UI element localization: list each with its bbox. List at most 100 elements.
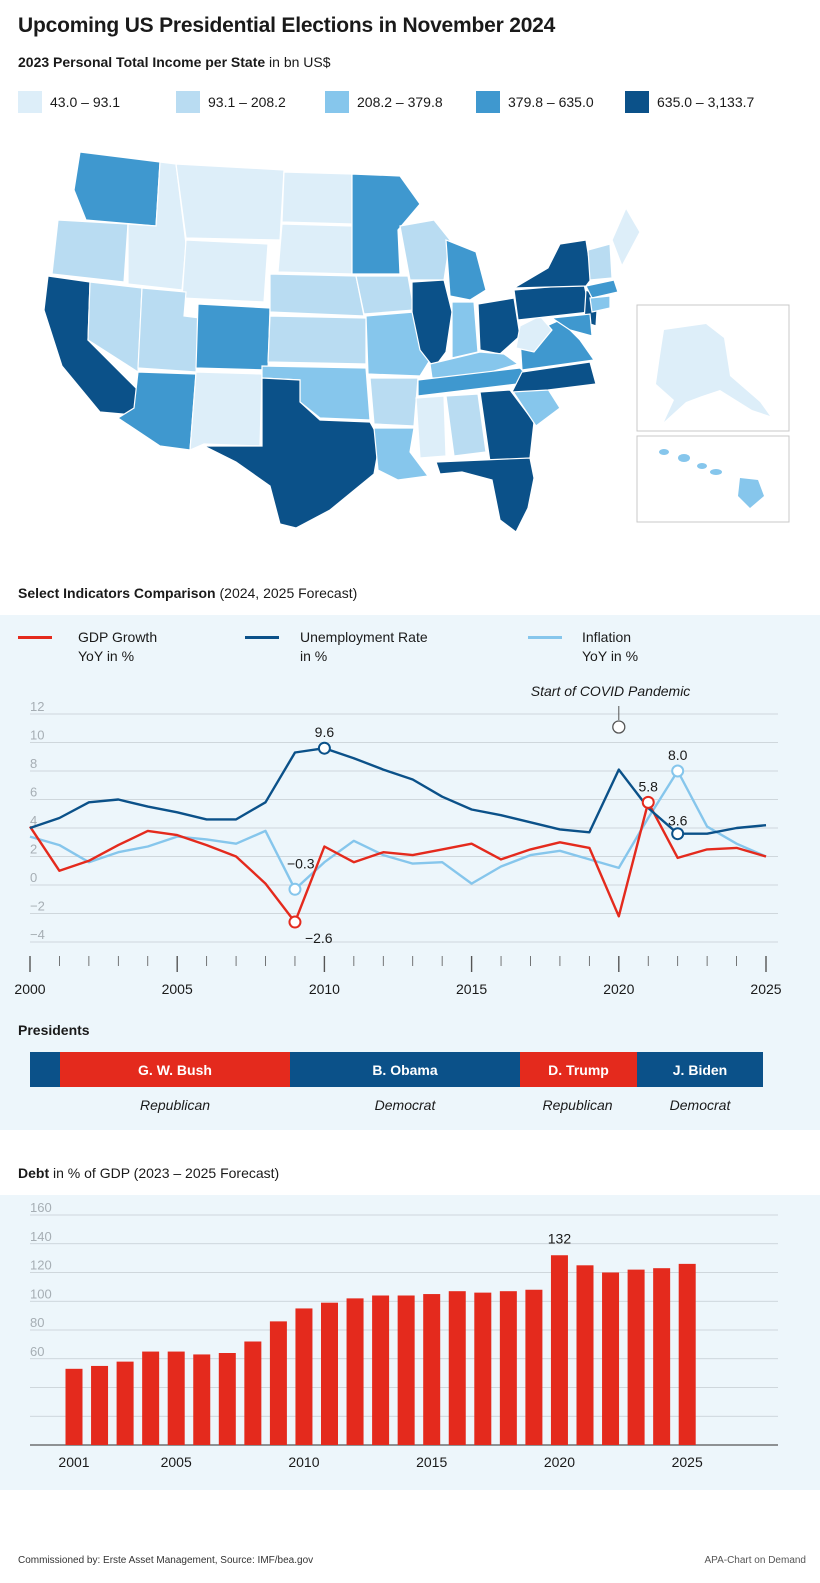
y-tick-label: 80 bbox=[30, 1315, 44, 1330]
state-florida bbox=[435, 457, 535, 533]
map-legend-item: 93.1 – 208.2 bbox=[176, 91, 286, 113]
state-arkansas bbox=[369, 377, 419, 427]
state-new-mexico bbox=[189, 371, 263, 451]
indicators-panel bbox=[0, 615, 820, 1130]
map-legend-item: 379.8 – 635.0 bbox=[476, 91, 594, 113]
y-tick-label: 10 bbox=[30, 728, 44, 743]
bar-2018 bbox=[499, 1291, 517, 1445]
legend-line2: YoY in % bbox=[582, 648, 639, 664]
marker-unemployment-2022-label: 3.6 bbox=[668, 813, 688, 829]
party-label: Democrat bbox=[374, 1097, 436, 1113]
state-missouri bbox=[365, 311, 431, 377]
state-nebraska bbox=[269, 273, 365, 317]
legend-line2: in % bbox=[300, 648, 328, 664]
x-tick-label: 2020 bbox=[544, 1454, 575, 1470]
state-hawaii bbox=[659, 449, 764, 508]
us-income-map bbox=[43, 151, 790, 533]
x-tick-label: 2025 bbox=[672, 1454, 703, 1470]
bar-2003 bbox=[116, 1361, 134, 1445]
y-tick-label: −4 bbox=[30, 927, 45, 942]
legend-swatch-unemployment bbox=[245, 636, 279, 639]
x-tick-label: 2025 bbox=[750, 981, 781, 997]
x-tick-label: 2015 bbox=[416, 1454, 447, 1470]
state-texas bbox=[203, 377, 381, 529]
legend-line1: Unemployment Rate bbox=[300, 629, 428, 645]
bar-2008 bbox=[244, 1341, 262, 1445]
state-indiana bbox=[451, 301, 479, 359]
state-ohio bbox=[477, 297, 521, 355]
map-subtitle-unit: in bn US$ bbox=[265, 54, 331, 70]
map-subtitle: 2023 Personal Total Income per State in … bbox=[18, 54, 331, 70]
state-washington bbox=[73, 151, 161, 227]
state-utah bbox=[137, 287, 201, 373]
marker-gdp-2009 bbox=[288, 915, 302, 929]
bar-2009 bbox=[269, 1321, 287, 1445]
state-south-dakota bbox=[277, 223, 353, 275]
bar-2022 bbox=[602, 1272, 620, 1445]
y-tick-label: 160 bbox=[30, 1200, 52, 1215]
y-tick-label: 4 bbox=[30, 813, 37, 828]
legend-swatch bbox=[176, 91, 200, 113]
bar-2016 bbox=[448, 1291, 466, 1445]
bar-2014 bbox=[397, 1295, 415, 1445]
president-bar-bush: G. W. Bush bbox=[60, 1052, 290, 1087]
president-bar-obama: B. Obama bbox=[290, 1052, 520, 1087]
bar-2017 bbox=[474, 1292, 492, 1445]
y-tick-label: 0 bbox=[30, 870, 37, 885]
legend-swatch bbox=[325, 91, 349, 113]
state-vermont-nh bbox=[587, 243, 613, 281]
indicators-line-chart: −4 −2 0 2 4 6 8 10 12 2000 2005 2010 2015 2020 2025 Sta… bbox=[14, 683, 781, 997]
bar-2019 bbox=[525, 1289, 543, 1445]
map-legend: 43.0 – 93.1 93.1 – 208.2 208.2 – 379.8 3… bbox=[18, 91, 808, 113]
state-kansas bbox=[267, 315, 367, 365]
y-tick-label: 60 bbox=[30, 1344, 44, 1359]
state-alabama bbox=[445, 393, 487, 457]
legend-label: 379.8 – 635.0 bbox=[508, 94, 594, 110]
gdp-growth-line bbox=[29, 801, 767, 924]
debt-heading-rest: in % of GDP (2023 – 2025 Forecast) bbox=[49, 1165, 280, 1181]
party-label: Republican bbox=[139, 1097, 211, 1113]
bar-2013 bbox=[372, 1295, 390, 1445]
president-bar-trump: D. Trump bbox=[520, 1052, 637, 1087]
legend-label: 635.0 – 3,133.7 bbox=[657, 94, 755, 110]
legend-gdp: GDP Growth YoY in % bbox=[78, 628, 157, 666]
footer-source: Commissioned by: Erste Asset Management,… bbox=[18, 1555, 314, 1566]
state-oregon bbox=[51, 219, 129, 283]
party-label: Republican bbox=[542, 1097, 613, 1113]
covid-annotation: Start of COVID Pandemic bbox=[531, 683, 691, 699]
y-tick-label: −2 bbox=[30, 899, 45, 914]
marker-gdp-2009-label: −2.6 bbox=[305, 930, 333, 946]
legend-line1: Inflation bbox=[582, 629, 632, 645]
legend-label: 93.1 – 208.2 bbox=[208, 94, 286, 110]
hawaii-inset-frame bbox=[636, 435, 790, 523]
legend-swatch bbox=[625, 91, 649, 113]
state-maine bbox=[611, 206, 641, 268]
x-tick-label: 2005 bbox=[161, 1454, 192, 1470]
x-tick-label: 2010 bbox=[288, 1454, 319, 1470]
x-tick-label: 2001 bbox=[58, 1454, 89, 1470]
state-montana bbox=[175, 163, 285, 241]
marker-inflation-2022 bbox=[671, 764, 685, 778]
bar-2020 bbox=[550, 1255, 568, 1445]
indicators-heading-rest: (2024, 2025 Forecast) bbox=[215, 585, 358, 601]
state-illinois bbox=[411, 279, 453, 369]
page-title: Upcoming US Presidential Elections in No… bbox=[18, 14, 556, 37]
state-alaska bbox=[656, 324, 770, 422]
state-connecticut bbox=[589, 295, 611, 313]
map-legend-item: 43.0 – 93.1 bbox=[18, 91, 120, 113]
bar-2012 bbox=[346, 1298, 364, 1445]
bar-2005 bbox=[167, 1351, 185, 1445]
y-tick-label: 2 bbox=[30, 842, 37, 857]
x-tick-label: 2010 bbox=[309, 981, 340, 997]
bar-2006 bbox=[193, 1354, 211, 1445]
y-tick-label: 12 bbox=[30, 699, 44, 714]
map-legend-item: 635.0 – 3,133.7 bbox=[625, 91, 754, 113]
president-name: B. Obama bbox=[372, 1061, 438, 1078]
bar-2024 bbox=[653, 1268, 671, 1445]
legend-label: 43.0 – 93.1 bbox=[50, 94, 121, 110]
legend-swatch bbox=[18, 91, 42, 113]
bar-2011 bbox=[321, 1302, 338, 1445]
state-michigan bbox=[445, 239, 487, 301]
y-tick-label: 6 bbox=[30, 785, 37, 800]
president-bar-biden: J. Biden bbox=[637, 1052, 763, 1087]
